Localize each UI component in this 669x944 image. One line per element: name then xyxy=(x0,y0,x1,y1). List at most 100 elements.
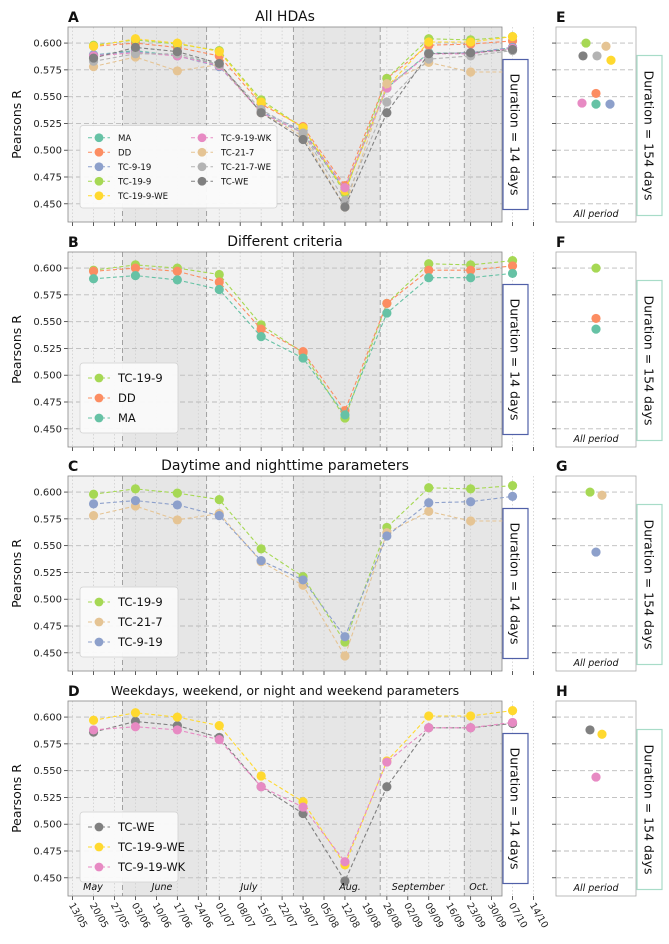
y-axis-label: Pearsons R xyxy=(9,315,24,384)
panel-title: Different criteria xyxy=(227,234,342,250)
month-label: May xyxy=(83,882,103,893)
data-point xyxy=(130,49,141,59)
legend-label: TC-19-9-WE xyxy=(117,192,168,202)
side-point xyxy=(597,729,607,739)
legend-label: TC-WE xyxy=(117,820,155,834)
data-point xyxy=(256,332,266,342)
data-point xyxy=(130,270,141,281)
month-band xyxy=(380,701,465,896)
data-point xyxy=(88,266,99,276)
x-tick-label: 12/08 xyxy=(338,901,361,930)
legend-label: TC-9-19 xyxy=(117,635,163,649)
data-point xyxy=(340,202,350,212)
y-tick-label: 0.525 xyxy=(33,568,62,579)
side-x-label: All period xyxy=(572,209,619,220)
side-x-label: All period xyxy=(572,658,619,669)
data-point xyxy=(382,108,392,118)
x-tick-label: 01/07 xyxy=(213,901,236,930)
x-tick-label: 13/05 xyxy=(66,901,89,930)
panel-c: 0.450 0.475 0.500 0.525 0.550 0.575 0.600 Dayti… xyxy=(9,458,663,675)
data-point xyxy=(466,67,476,77)
panel-b: 0.450 0.475 0.500 0.525 0.550 0.575 0.600 Diffe… xyxy=(9,234,663,451)
x-tick-label: 15/07 xyxy=(255,901,278,930)
axes-frame xyxy=(67,251,503,448)
side-panel-e: E All period xyxy=(552,10,637,223)
y-tick-label: 0.550 xyxy=(33,92,62,103)
data-point xyxy=(507,261,518,271)
data-point xyxy=(256,771,266,781)
data-point xyxy=(507,491,518,501)
legend-item: MA xyxy=(88,411,136,425)
y-tick-label: 0.450 xyxy=(33,424,62,435)
data-point xyxy=(214,721,224,731)
data-point xyxy=(382,79,392,89)
legend-item: TC-19-9-WE xyxy=(88,191,168,202)
y-tick-label: 0.475 xyxy=(33,622,62,633)
data-point xyxy=(256,108,266,118)
duration-box: Duration = 14 days xyxy=(502,732,529,885)
data-point xyxy=(424,49,434,59)
data-point xyxy=(507,717,518,728)
data-point xyxy=(172,712,182,722)
y-tick-label: 0.600 xyxy=(33,488,62,499)
series-tc-9-19 xyxy=(88,491,518,642)
legend-label: TC-19-9-WE xyxy=(117,840,185,854)
x-tick-label: 27/05 xyxy=(108,901,131,930)
data-point xyxy=(424,259,434,269)
data-point xyxy=(88,499,99,509)
y-tick-label: 0.475 xyxy=(33,173,62,184)
data-point xyxy=(214,269,224,280)
side-panel-f: F All period xyxy=(552,235,637,448)
month-band xyxy=(380,476,465,671)
panel-letter: G xyxy=(556,459,568,475)
data-point xyxy=(424,711,434,721)
duration-label: Duration = 14 days xyxy=(508,298,523,420)
legend-label: TC-19-9 xyxy=(117,371,163,385)
legend-item: TC-9-19-WK xyxy=(88,860,186,874)
x-tick-label: 14/10 xyxy=(527,901,550,930)
month-band xyxy=(380,252,465,447)
y-tick-label: 0.450 xyxy=(33,199,62,210)
series-ma xyxy=(88,268,518,420)
month-label: Aug. xyxy=(338,882,361,893)
legend-item: DD xyxy=(88,147,132,159)
series-tc-we xyxy=(88,42,518,212)
data-point xyxy=(88,725,99,735)
y-tick-label: 0.475 xyxy=(33,847,62,858)
month-band xyxy=(380,27,465,222)
data-point xyxy=(298,347,308,357)
month-band xyxy=(293,701,381,896)
side-x-label: All period xyxy=(572,434,619,445)
data-point xyxy=(172,266,182,276)
legend-label: TC-19-9 xyxy=(117,178,151,188)
data-point xyxy=(88,41,99,51)
y-axis-label: Pearsons R xyxy=(9,90,24,159)
legend-item: TC-WE xyxy=(191,176,248,188)
data-point xyxy=(214,58,224,69)
data-point xyxy=(424,483,434,493)
duration-box: Duration = 14 days xyxy=(502,58,529,211)
legend-item: TC-9-19 xyxy=(88,162,151,173)
y-tick-label: 0.500 xyxy=(33,371,62,382)
x-tick-label: 05/08 xyxy=(317,901,340,930)
legend-item: DD xyxy=(88,391,136,405)
duration-box: Duration = 14 days xyxy=(502,283,529,436)
x-tick-label: 29/07 xyxy=(296,901,319,930)
data-point xyxy=(382,757,392,767)
y-tick-label: 0.550 xyxy=(33,766,62,777)
x-tick-label: 23/09 xyxy=(464,901,487,930)
legend: TC-19-9 TC-21-7 TC-9-19 xyxy=(79,586,179,658)
x-tick-label: 22/07 xyxy=(276,901,299,930)
side-point xyxy=(605,99,615,109)
data-point xyxy=(214,47,224,57)
legend-item: MA xyxy=(88,133,131,144)
data-point xyxy=(466,265,476,275)
data-point xyxy=(382,782,392,792)
side-point xyxy=(591,263,601,273)
side-point xyxy=(591,99,601,109)
data-point xyxy=(130,722,141,732)
data-point xyxy=(172,515,182,525)
data-point xyxy=(214,511,224,521)
data-point xyxy=(424,498,434,508)
